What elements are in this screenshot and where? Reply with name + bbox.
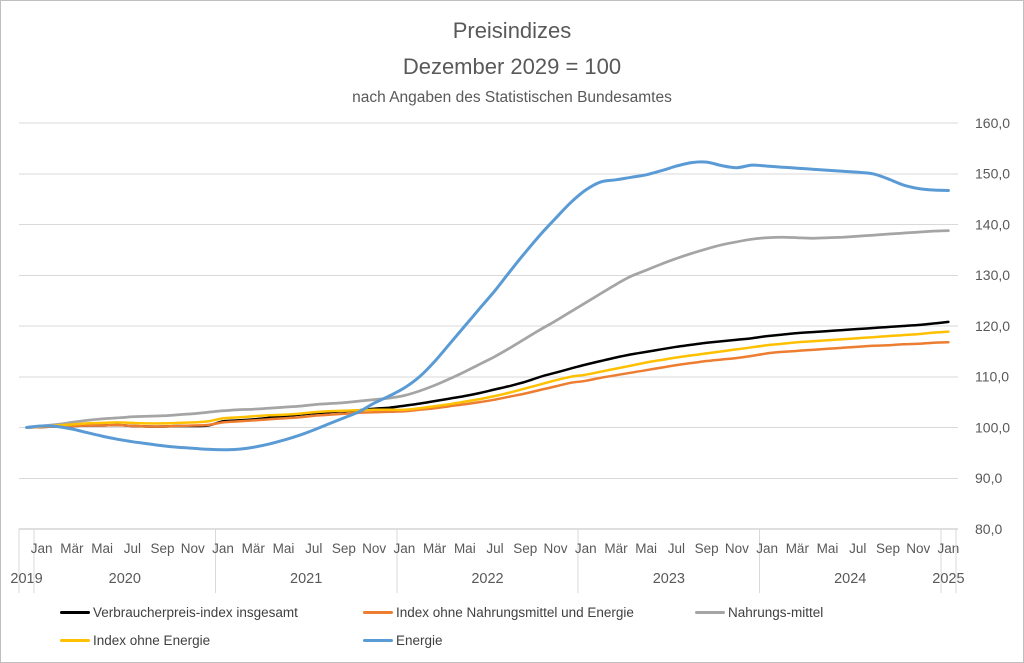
series-line-verbraucherpreis-index-insgesamt bbox=[25, 320, 950, 429]
x-axis-month-label: Jan bbox=[938, 541, 960, 556]
x-axis-month-label: Jul bbox=[305, 541, 322, 556]
x-axis-month-label: Jan bbox=[393, 541, 415, 556]
series-line-index-ohne-nahrungsmittel-und-energie bbox=[25, 340, 950, 429]
x-axis-month-label: Nov bbox=[181, 541, 205, 556]
x-axis-month-label: Sep bbox=[876, 541, 900, 556]
y-axis-label: 80,0 bbox=[975, 521, 1002, 537]
x-axis-year-label: 2019 bbox=[10, 571, 42, 587]
x-axis-year-label: 2025 bbox=[932, 571, 964, 587]
x-axis-month-label: Nov bbox=[725, 541, 749, 556]
y-axis-label: 130,0 bbox=[975, 267, 1010, 283]
x-axis-year-label: 2023 bbox=[653, 571, 685, 587]
x-axis-month-label: Mär bbox=[60, 541, 84, 556]
x-axis-month-label: Mai bbox=[273, 541, 295, 556]
y-axis-label: 90,0 bbox=[975, 470, 1002, 486]
x-axis-month-label: Jul bbox=[849, 541, 866, 556]
x-axis-year-label: 2022 bbox=[471, 571, 503, 587]
series-line-energie bbox=[25, 160, 950, 452]
x-axis-month-label: Nov bbox=[544, 541, 568, 556]
series-line-nahrungs-mittel bbox=[25, 229, 950, 429]
x-axis-month-label: Jan bbox=[575, 541, 597, 556]
y-axis-label: 100,0 bbox=[975, 419, 1010, 435]
y-axis-label: 140,0 bbox=[975, 216, 1010, 232]
x-axis-month-label: Mai bbox=[817, 541, 839, 556]
x-axis-month-label: Jan bbox=[212, 541, 234, 556]
x-axis-month-label: Mai bbox=[454, 541, 476, 556]
x-axis-year-label: 2021 bbox=[290, 571, 322, 587]
x-axis-month-label: Mär bbox=[423, 541, 447, 556]
x-axis-month-label: Sep bbox=[151, 541, 175, 556]
y-axis-label: 120,0 bbox=[975, 318, 1010, 334]
x-axis-month-label: Mai bbox=[91, 541, 113, 556]
x-axis-year-label: 2024 bbox=[834, 571, 866, 587]
x-axis-month-label: Sep bbox=[332, 541, 356, 556]
x-axis-month-label: Sep bbox=[695, 541, 719, 556]
y-axis-label: 110,0 bbox=[975, 369, 1009, 385]
chart-subtitle: nach Angaben des Statistischen Bundesamt… bbox=[352, 89, 672, 106]
x-axis-month-label: Mär bbox=[242, 541, 266, 556]
x-axis-month-label: Nov bbox=[906, 541, 930, 556]
x-axis-month-label: Mär bbox=[786, 541, 810, 556]
x-axis-year-label: 2020 bbox=[109, 571, 141, 587]
x-axis-month-label: Jan bbox=[756, 541, 778, 556]
x-axis-month-label: Jul bbox=[668, 541, 685, 556]
x-axis-month-label: Mär bbox=[604, 541, 628, 556]
chart-title-line1: Preisindizes bbox=[452, 18, 572, 43]
x-axis-month-label: Jul bbox=[124, 541, 141, 556]
y-axis-label: 150,0 bbox=[975, 166, 1010, 182]
x-axis-month-label: Sep bbox=[513, 541, 537, 556]
x-axis-month-label: Mai bbox=[635, 541, 657, 556]
chart-title-block: Preisindizes Dezember 2029 = 100 nach An… bbox=[1, 13, 1023, 110]
y-axis-label: 160,0 bbox=[975, 115, 1010, 131]
chart-title-line2: Dezember 2029 = 100 bbox=[402, 54, 622, 79]
series-line-index-ohne-energie bbox=[25, 330, 950, 429]
x-axis-month-label: Jul bbox=[486, 541, 503, 556]
x-axis-month-label: Nov bbox=[362, 541, 386, 556]
x-axis-month-label: Jan bbox=[31, 541, 53, 556]
